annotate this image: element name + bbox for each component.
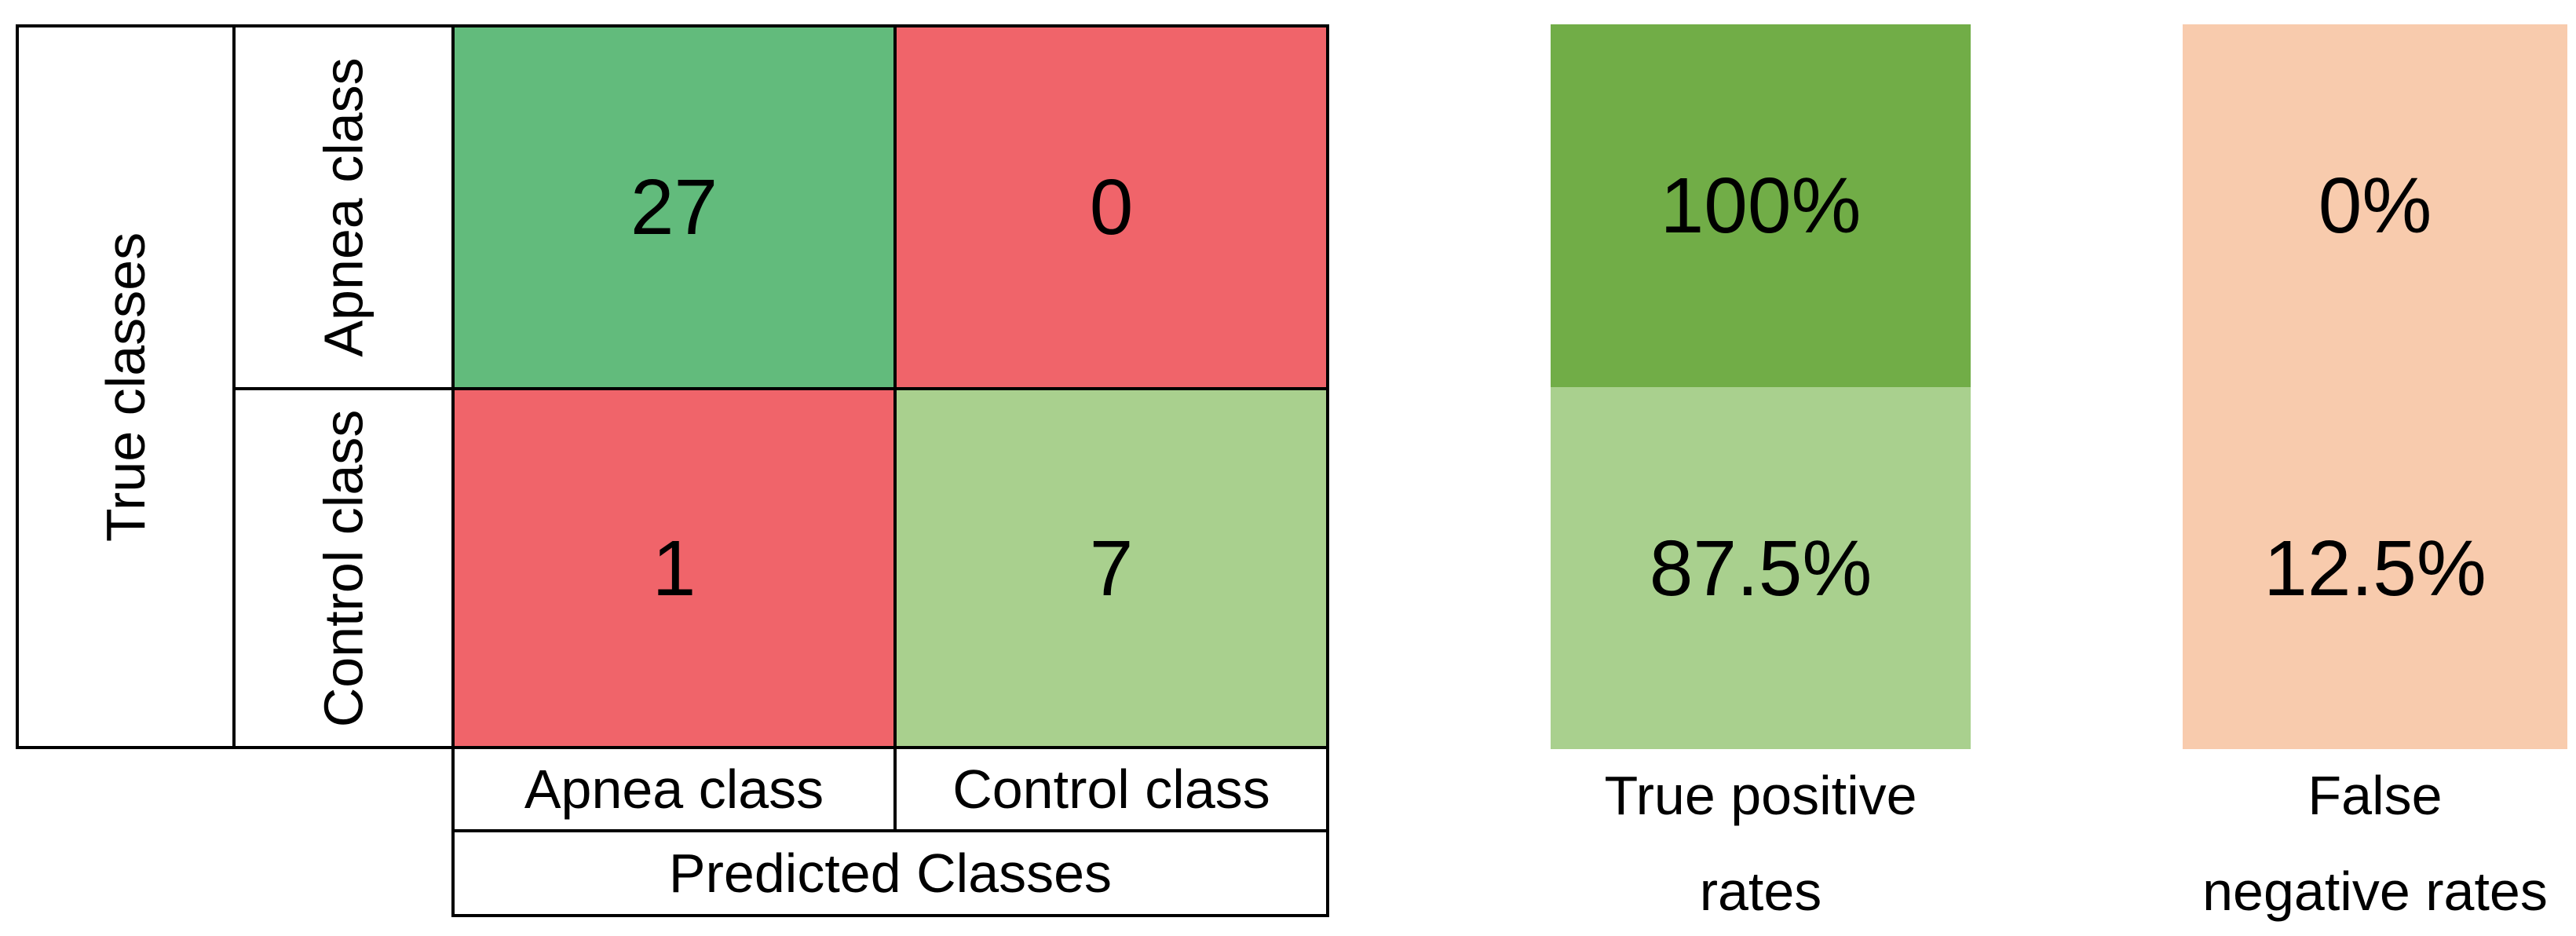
row-label-cell-apnea: Apnea class: [232, 24, 455, 390]
matrix-cell-true-apnea-pred-control: 0: [893, 24, 1329, 390]
fnr-label-line2: negative rates: [2202, 861, 2548, 922]
cell-value-1: 1: [652, 524, 696, 612]
cell-value-0: 0: [1089, 163, 1134, 251]
matrix-cell-true-control-pred-control: 7: [893, 387, 1329, 749]
tpr-bar-control: 87.5%: [1551, 387, 1971, 749]
predicted-classes-axis-label: Predicted Classes: [668, 843, 1113, 904]
col-label-cell-control: Control class: [893, 746, 1329, 832]
col-label-cell-apnea: Apnea class: [451, 746, 897, 832]
fnr-label-line1: False: [2307, 765, 2443, 826]
fnr-bar: 0% 12.5%: [2183, 24, 2567, 749]
tpr-label-line1: True positive: [1604, 765, 1917, 826]
fnr-cell-apnea: 0%: [2183, 24, 2567, 387]
tpr-bar-apnea: 100%: [1551, 24, 1971, 387]
fnr-cell-control: 12.5%: [2183, 387, 2567, 749]
cell-value-27: 27: [630, 163, 718, 251]
true-classes-axis-cell: True classes: [16, 24, 236, 749]
tpr-value-apnea: 100%: [1660, 162, 1862, 250]
fnr-column-label: False negative rates: [2104, 748, 2576, 936]
true-classes-axis-label: True classes: [95, 232, 157, 542]
tpr-value-control: 87.5%: [1649, 524, 1873, 612]
cell-value-7: 7: [1089, 524, 1134, 612]
col-label-apnea: Apnea class: [524, 759, 824, 820]
matrix-cell-true-apnea-pred-apnea: 27: [451, 24, 897, 390]
tpr-label-line2: rates: [1699, 861, 1822, 922]
matrix-cell-true-control-pred-apnea: 1: [451, 387, 897, 749]
row-label-cell-control: Control class: [232, 387, 455, 749]
fnr-value-control: 12.5%: [2264, 524, 2486, 612]
row-label-control: Control class: [312, 409, 375, 727]
row-label-apnea: Apnea class: [312, 57, 375, 357]
col-label-control: Control class: [952, 759, 1270, 820]
tpr-column-label: True positive rates: [1519, 748, 2002, 936]
fnr-value-apnea: 0%: [2318, 162, 2432, 250]
predicted-classes-axis-cell: Predicted Classes: [451, 829, 1329, 917]
